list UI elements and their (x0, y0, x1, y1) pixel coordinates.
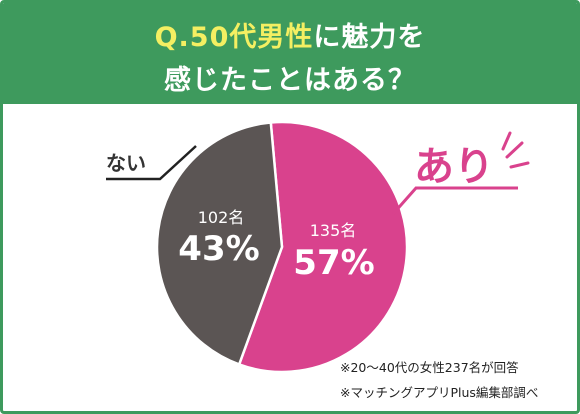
callout-line-no (106, 145, 197, 181)
title-line-1: Q.50代男性に魅力を (3, 15, 577, 54)
pie-slice-no (155, 121, 284, 367)
label-no: ない (106, 151, 146, 175)
percent-label-yes: 57% (293, 243, 374, 283)
callout-line-yes (391, 186, 518, 215)
pie-slice-yes (237, 120, 409, 374)
title-highlight: Q.50代男性 (154, 22, 314, 53)
title-line-2: 感じたことはある？ (164, 65, 416, 96)
note-source: ※マッチングアプリPlus編集部調べ (340, 385, 539, 400)
label-yes: あり (414, 144, 494, 190)
title-rest: に魅力を (313, 22, 426, 53)
percent-label-no: 43% (178, 229, 259, 269)
note-respondents: ※20～40代の女性237名が回答 (340, 360, 519, 375)
count-label-no: 102名 (198, 208, 245, 227)
title-banner: Q.50代男性に魅力を 感じたことはある？ (3, 3, 577, 104)
count-label-yes: 135名 (310, 221, 357, 240)
emphasis-marks (501, 131, 530, 169)
